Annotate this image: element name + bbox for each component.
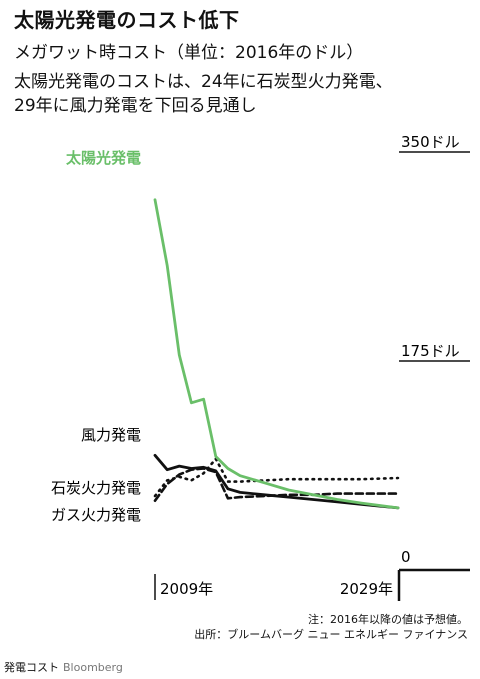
chart-subtitle: メガワット時コスト（単位：2016年のドル） — [14, 43, 364, 63]
series-line-1 — [153, 453, 400, 510]
description-line-2: 29年に風力発電を下回る見通し — [14, 96, 257, 116]
caption-source: Bloomberg — [63, 661, 123, 674]
series-label-coal: 石炭火力発電 — [51, 479, 141, 497]
series-line-2 — [153, 457, 400, 498]
y-tick-label-0: 0 — [401, 548, 411, 566]
series-label-wind: 風力発電 — [81, 426, 141, 444]
image-credit: 発電コスト Bloomberg — [4, 659, 123, 675]
chart-title: 太陽光発電のコスト低下 — [14, 8, 240, 32]
x-tick-label-2029: 2029年 — [340, 580, 393, 598]
series-label-solar: 太陽光発電 — [66, 149, 141, 167]
series-label-gas: ガス火力発電 — [51, 506, 141, 524]
series-line-3 — [153, 467, 400, 503]
x-tick-label-2009: 2009年 — [160, 580, 213, 598]
chart-notes: 注：2016年以降の値は予想値。 出所：ブルームバーグ ニュー エネルギー ファ… — [194, 612, 468, 642]
y-tick-label-350: 350ドル — [401, 133, 460, 151]
description-line-1: 太陽光発電のコストは、24年に石炭型火力発電、 — [14, 72, 393, 92]
caption-text: 発電コスト — [4, 661, 59, 674]
chart-description: 太陽光発電のコストは、24年に石炭型火力発電、 29年に風力発電を下回る見通し — [14, 70, 474, 118]
forecast-note: 注：2016年以降の値は予想値。 — [308, 613, 468, 626]
source-note: 出所：ブルームバーグ ニュー エネルギー ファイナンス — [194, 628, 468, 641]
y-tick-label-175: 175ドル — [401, 342, 460, 360]
series-line-0 — [153, 198, 400, 510]
